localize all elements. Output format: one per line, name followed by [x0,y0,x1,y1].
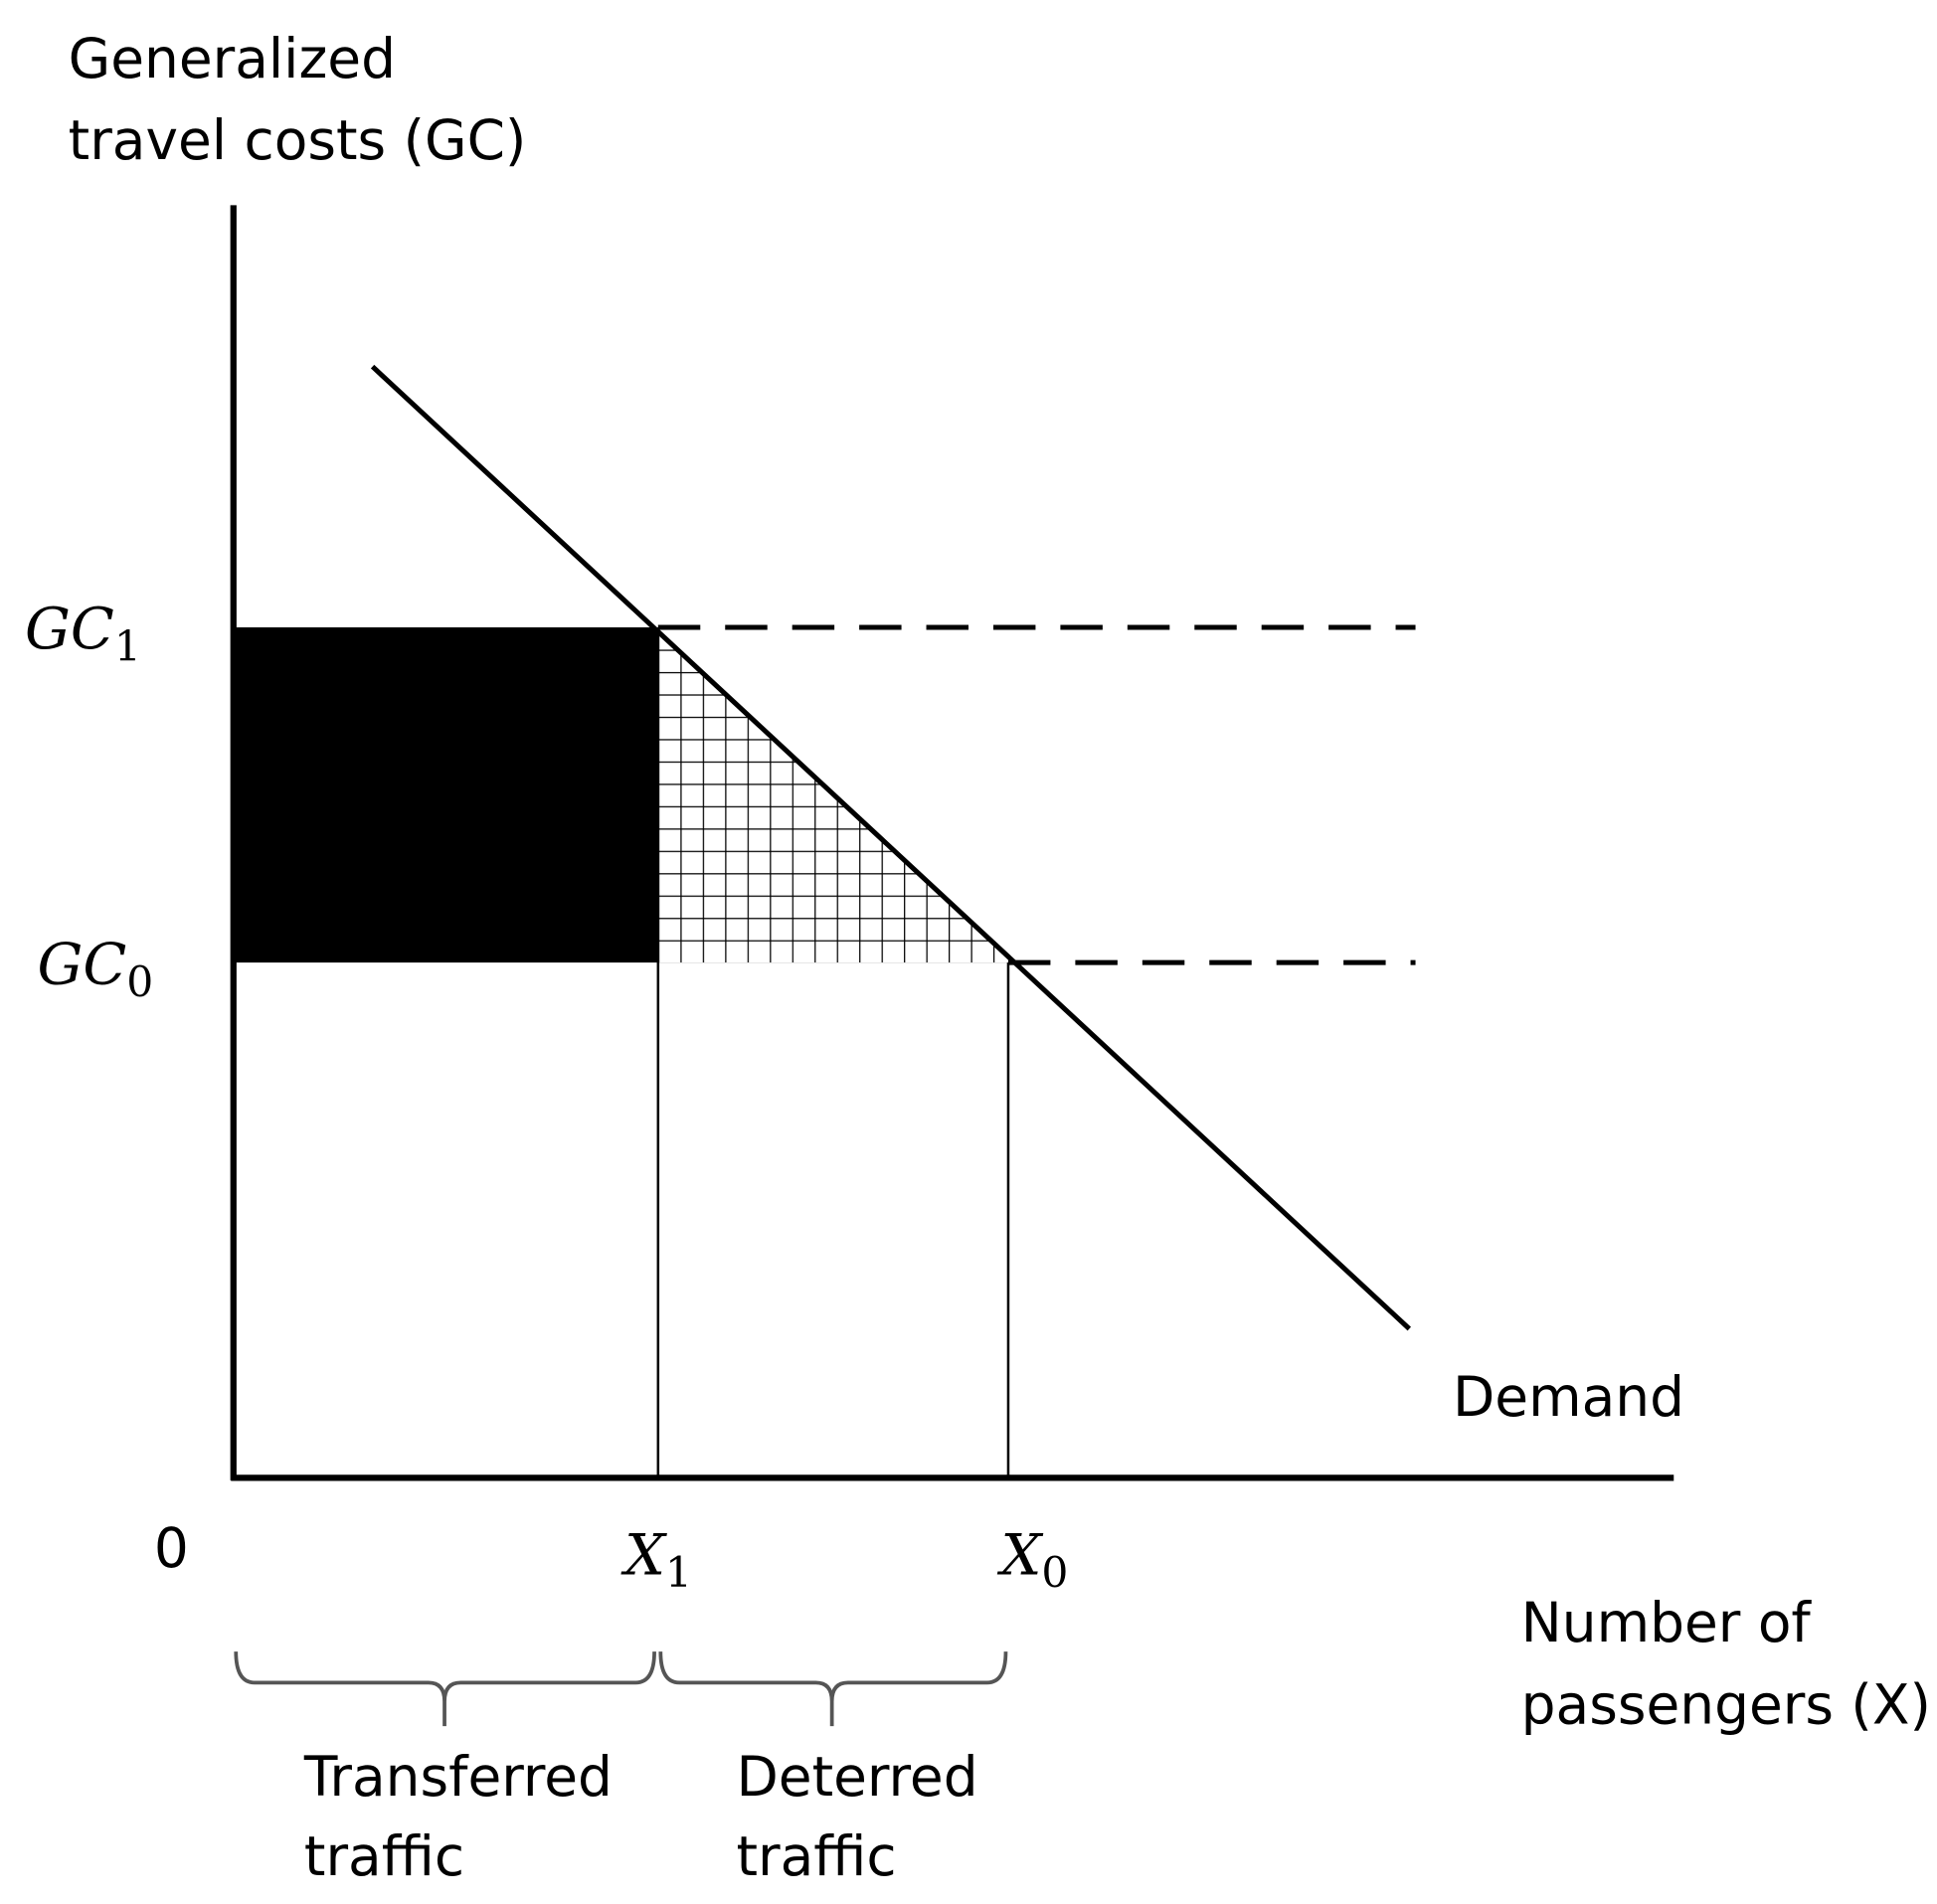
quantity-sub: 0 [1041,1549,1068,1598]
quantity-label: X0 [996,1522,1068,1598]
y-axis-label: travel costs (GC) [69,108,527,172]
level-base: GC [25,596,114,662]
x-axis-label: Number of [1521,1591,1813,1654]
y-axis-label: Generalized [69,27,396,90]
level-sub: 1 [114,623,141,672]
demand-curve [370,364,1411,1331]
x-axis-label: passengers (X) [1521,1673,1931,1737]
curve-label: Demand [1453,1365,1684,1429]
origin-label: 0 [154,1516,189,1580]
quantity-label: X1 [620,1522,692,1598]
level-label: GC1 [25,596,141,671]
level-base: GC [37,931,126,997]
quantity-base: X [996,1522,1043,1589]
level-sub: 0 [126,958,153,1007]
brace-label: traffic [304,1824,464,1888]
transferred-area [233,626,658,963]
brace-label: Deterred [736,1745,977,1809]
brace [658,1651,1008,1727]
level-label: GC0 [37,931,153,1006]
quantity-sub: 1 [665,1549,692,1598]
brace-label: Transferred [303,1745,613,1809]
brace-label: traffic [736,1824,896,1888]
brace [234,1651,656,1727]
quantity-base: X [620,1522,667,1589]
